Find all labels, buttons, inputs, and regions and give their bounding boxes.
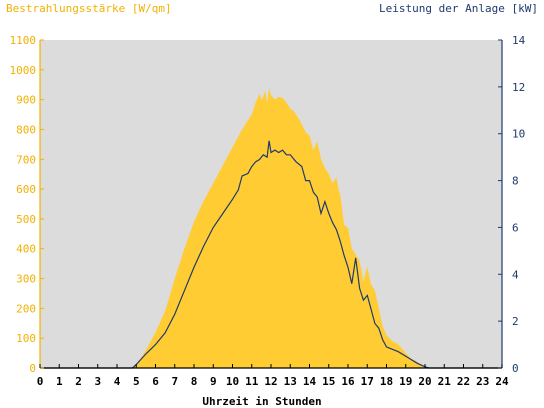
x-tick-label: 0 xyxy=(37,375,44,388)
x-tick-label: 18 xyxy=(380,375,393,388)
left-tick-label: 700 xyxy=(16,153,36,166)
x-tick-label: 2 xyxy=(75,375,82,388)
x-tick-label: 13 xyxy=(284,375,297,388)
x-tick-label: 4 xyxy=(114,375,121,388)
right-axis-title: Leistung der Anlage [kW] xyxy=(379,2,538,15)
left-tick-label: 600 xyxy=(16,183,36,196)
x-tick-label: 12 xyxy=(264,375,277,388)
left-axis-title: Bestrahlungsstärke [W/qm] xyxy=(6,2,172,15)
x-axis-title: Uhrzeit in Stunden xyxy=(202,395,321,408)
x-tick-label: 15 xyxy=(322,375,335,388)
power-line-group xyxy=(40,140,502,369)
x-axis-ticks: 0 1 2 3 4 5 6 7 8 9 10 11 12 13 14 15 16 17 18 19 20 21 22 23 24 xyxy=(37,364,509,388)
right-tick-label: 10 xyxy=(512,128,525,141)
x-tick-label: 22 xyxy=(457,375,470,388)
left-tick-label: 0 xyxy=(29,362,36,375)
x-tick-label: 5 xyxy=(133,375,140,388)
series-power-line xyxy=(40,140,502,369)
x-tick-label: 11 xyxy=(245,375,259,388)
x-tick-label: 24 xyxy=(495,375,509,388)
right-axis-ticks: 0 2 4 6 8 10 12 14 xyxy=(498,34,526,375)
x-tick-label: 20 xyxy=(418,375,431,388)
x-tick-label: 14 xyxy=(303,375,317,388)
left-tick-label: 1100 xyxy=(10,34,37,47)
irradiance-area-group xyxy=(40,87,502,368)
right-tick-label: 6 xyxy=(512,221,519,234)
left-tick-label: 300 xyxy=(16,273,36,286)
x-tick-label: 3 xyxy=(94,375,101,388)
left-tick-label: 900 xyxy=(16,94,36,107)
x-tick-label: 21 xyxy=(438,375,452,388)
left-tick-label: 200 xyxy=(16,302,36,315)
right-tick-label: 0 xyxy=(512,362,519,375)
x-tick-label: 7 xyxy=(171,375,178,388)
x-tick-label: 23 xyxy=(476,375,489,388)
left-tick-label: 100 xyxy=(16,332,36,345)
x-tick-label: 1 xyxy=(56,375,63,388)
x-tick-label: 8 xyxy=(191,375,198,388)
x-tick-label: 19 xyxy=(399,375,412,388)
right-tick-label: 4 xyxy=(512,268,519,281)
left-tick-label: 1000 xyxy=(10,64,37,77)
left-tick-label: 500 xyxy=(16,213,36,226)
x-tick-label: 9 xyxy=(210,375,217,388)
left-axis-ticks: 0 100 200 300 400 500 600 700 800 900 1000 1100 xyxy=(10,34,44,375)
right-tick-label: 14 xyxy=(512,34,526,47)
x-tick-label: 10 xyxy=(226,375,239,388)
x-tick-label: 16 xyxy=(341,375,355,388)
series-irradiance-area xyxy=(40,87,502,368)
x-tick-label: 17 xyxy=(361,375,374,388)
x-tick-label: 6 xyxy=(152,375,159,388)
right-tick-label: 12 xyxy=(512,81,525,94)
left-tick-label: 400 xyxy=(16,243,36,256)
right-tick-label: 2 xyxy=(512,315,519,328)
right-tick-label: 8 xyxy=(512,175,519,188)
left-tick-label: 800 xyxy=(16,123,36,136)
